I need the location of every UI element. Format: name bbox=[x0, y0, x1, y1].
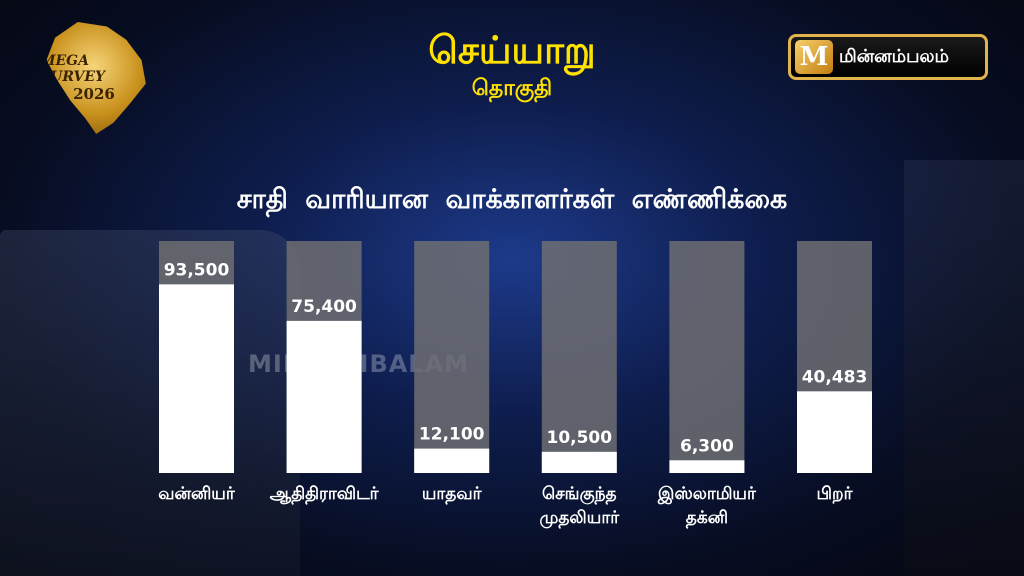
logo-year: 2026 bbox=[73, 85, 115, 103]
category-label: முதலியார் bbox=[539, 508, 620, 528]
bar-track bbox=[414, 241, 490, 473]
brand-name: மின்னம்பலம் bbox=[839, 45, 949, 67]
bar bbox=[541, 451, 617, 473]
category-label: செங்குந்த bbox=[542, 484, 617, 504]
background-building bbox=[0, 230, 300, 576]
background-right-figure bbox=[904, 160, 1024, 576]
category-label: வன்னியர் bbox=[158, 484, 236, 504]
data-label: 6,300 bbox=[680, 436, 734, 456]
bar-track bbox=[541, 241, 617, 473]
category-label: இஸ்லாமியர் bbox=[657, 484, 757, 504]
category-label: பிறர் bbox=[817, 484, 854, 504]
brand-logo: M மின்னம்பலம் bbox=[788, 34, 988, 80]
data-label: 75,400 bbox=[291, 297, 357, 317]
category-label: ஆதிதிராவிடர் bbox=[270, 484, 380, 504]
data-label: 40,483 bbox=[802, 367, 868, 387]
page-subtitle: தொகுதி bbox=[471, 76, 553, 101]
category-label: யாதவர் bbox=[422, 484, 483, 504]
bar bbox=[286, 320, 362, 473]
bar bbox=[414, 448, 490, 473]
bar bbox=[669, 460, 745, 473]
brand-m-icon: M bbox=[795, 40, 833, 74]
bar bbox=[159, 284, 234, 473]
data-label: 10,500 bbox=[546, 428, 612, 448]
page-title: செய்யாறு bbox=[428, 28, 596, 72]
category-label: தக்னி bbox=[686, 508, 728, 528]
data-label: 93,500 bbox=[164, 260, 230, 280]
chart-title: சாதி வாரியான வாக்காளர்கள் எண்ணிக்கை bbox=[236, 184, 788, 215]
bar bbox=[797, 391, 872, 473]
data-label: 12,100 bbox=[419, 425, 485, 445]
bar-track bbox=[669, 241, 745, 473]
logo-text: MEGA SURVEY bbox=[40, 53, 105, 85]
